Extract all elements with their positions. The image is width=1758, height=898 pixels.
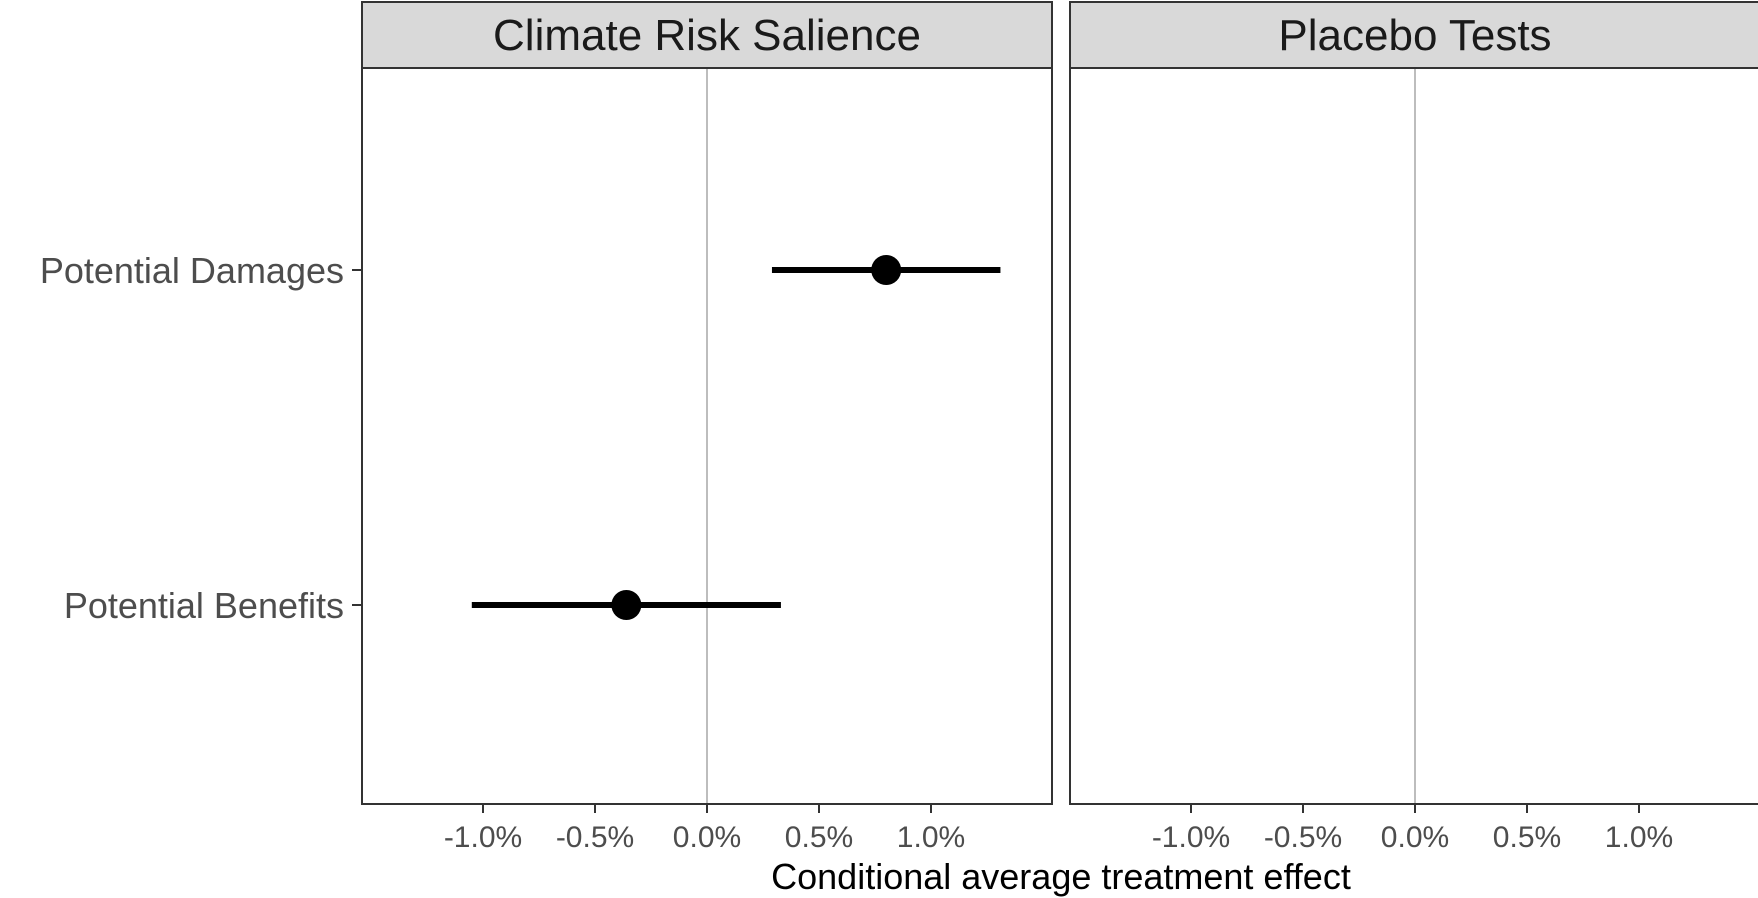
x-tick-label: 1.0% — [1605, 821, 1673, 854]
y-tick-label-potential-damages: Potential Damages — [40, 250, 344, 291]
facet-strip — [361, 1, 1053, 69]
facet-strip — [1069, 1, 1758, 69]
x-axis-title: Conditional average treatment effect — [771, 856, 1351, 897]
x-tick-label: -0.5% — [1264, 821, 1342, 854]
x-tick-label: 0.0% — [1381, 821, 1449, 854]
x-tick-label: 0.5% — [1493, 821, 1561, 854]
x-tick-label: 0.5% — [785, 821, 853, 854]
x-tick-label: 1.0% — [897, 821, 965, 854]
y-tick-label-potential-benefits: Potential Benefits — [64, 585, 344, 626]
facet-placebo-tests: Placebo Tests -1.0% -0.5% 0.0% 0.5% 1.0% — [1069, 1, 1758, 854]
point-potential-damages — [871, 255, 902, 285]
facet-title: Climate Risk Salience — [493, 11, 921, 60]
x-tick-label: -1.0% — [444, 821, 522, 854]
x-tick-label: -0.5% — [556, 821, 634, 854]
facet-panels: Climate Risk Salience -1.0% -0.5% 0.0% 0.5% 1… — [361, 1, 1758, 854]
y-axis: Potential Damages Potential Benefits — [40, 250, 362, 626]
x-tick-label: -1.0% — [1152, 821, 1230, 854]
x-tick-label: 0.0% — [673, 821, 741, 854]
facet-title: Placebo Tests — [1278, 11, 1551, 60]
point-potential-benefits — [611, 590, 642, 620]
facet-climate-risk-salience: Climate Risk Salience -1.0% -0.5% 0.0% 0.5% 1… — [361, 1, 1053, 854]
